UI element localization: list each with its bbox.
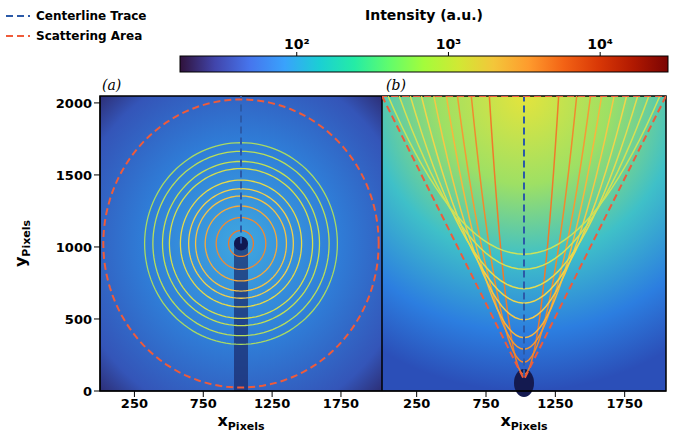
svg-text:0: 0 xyxy=(83,384,92,399)
svg-text:1250: 1250 xyxy=(254,396,290,411)
svg-text:xPixels: xPixels xyxy=(500,411,547,433)
svg-text:250: 250 xyxy=(403,396,430,411)
svg-text:Scattering Area: Scattering Area xyxy=(36,29,142,43)
svg-text:750: 750 xyxy=(472,396,499,411)
svg-text:yPixels: yPixels xyxy=(11,219,33,267)
svg-text:(b): (b) xyxy=(386,77,406,93)
svg-text:(a): (a) xyxy=(102,77,121,93)
svg-text:10³: 10³ xyxy=(436,36,462,52)
svg-text:250: 250 xyxy=(121,396,148,411)
svg-text:Centerline Trace: Centerline Trace xyxy=(36,9,147,23)
svg-text:1500: 1500 xyxy=(56,168,92,183)
svg-text:10²: 10² xyxy=(284,36,310,52)
svg-text:1000: 1000 xyxy=(56,240,92,255)
svg-text:2000: 2000 xyxy=(56,96,92,111)
svg-text:1250: 1250 xyxy=(537,396,573,411)
svg-text:xPixels: xPixels xyxy=(217,411,264,433)
svg-text:1750: 1750 xyxy=(607,396,643,411)
svg-text:500: 500 xyxy=(65,312,92,327)
svg-text:1750: 1750 xyxy=(323,396,359,411)
svg-text:10⁴: 10⁴ xyxy=(587,36,613,52)
svg-text:750: 750 xyxy=(190,396,217,411)
svg-text:Intensity (a.u.): Intensity (a.u.) xyxy=(365,7,483,23)
